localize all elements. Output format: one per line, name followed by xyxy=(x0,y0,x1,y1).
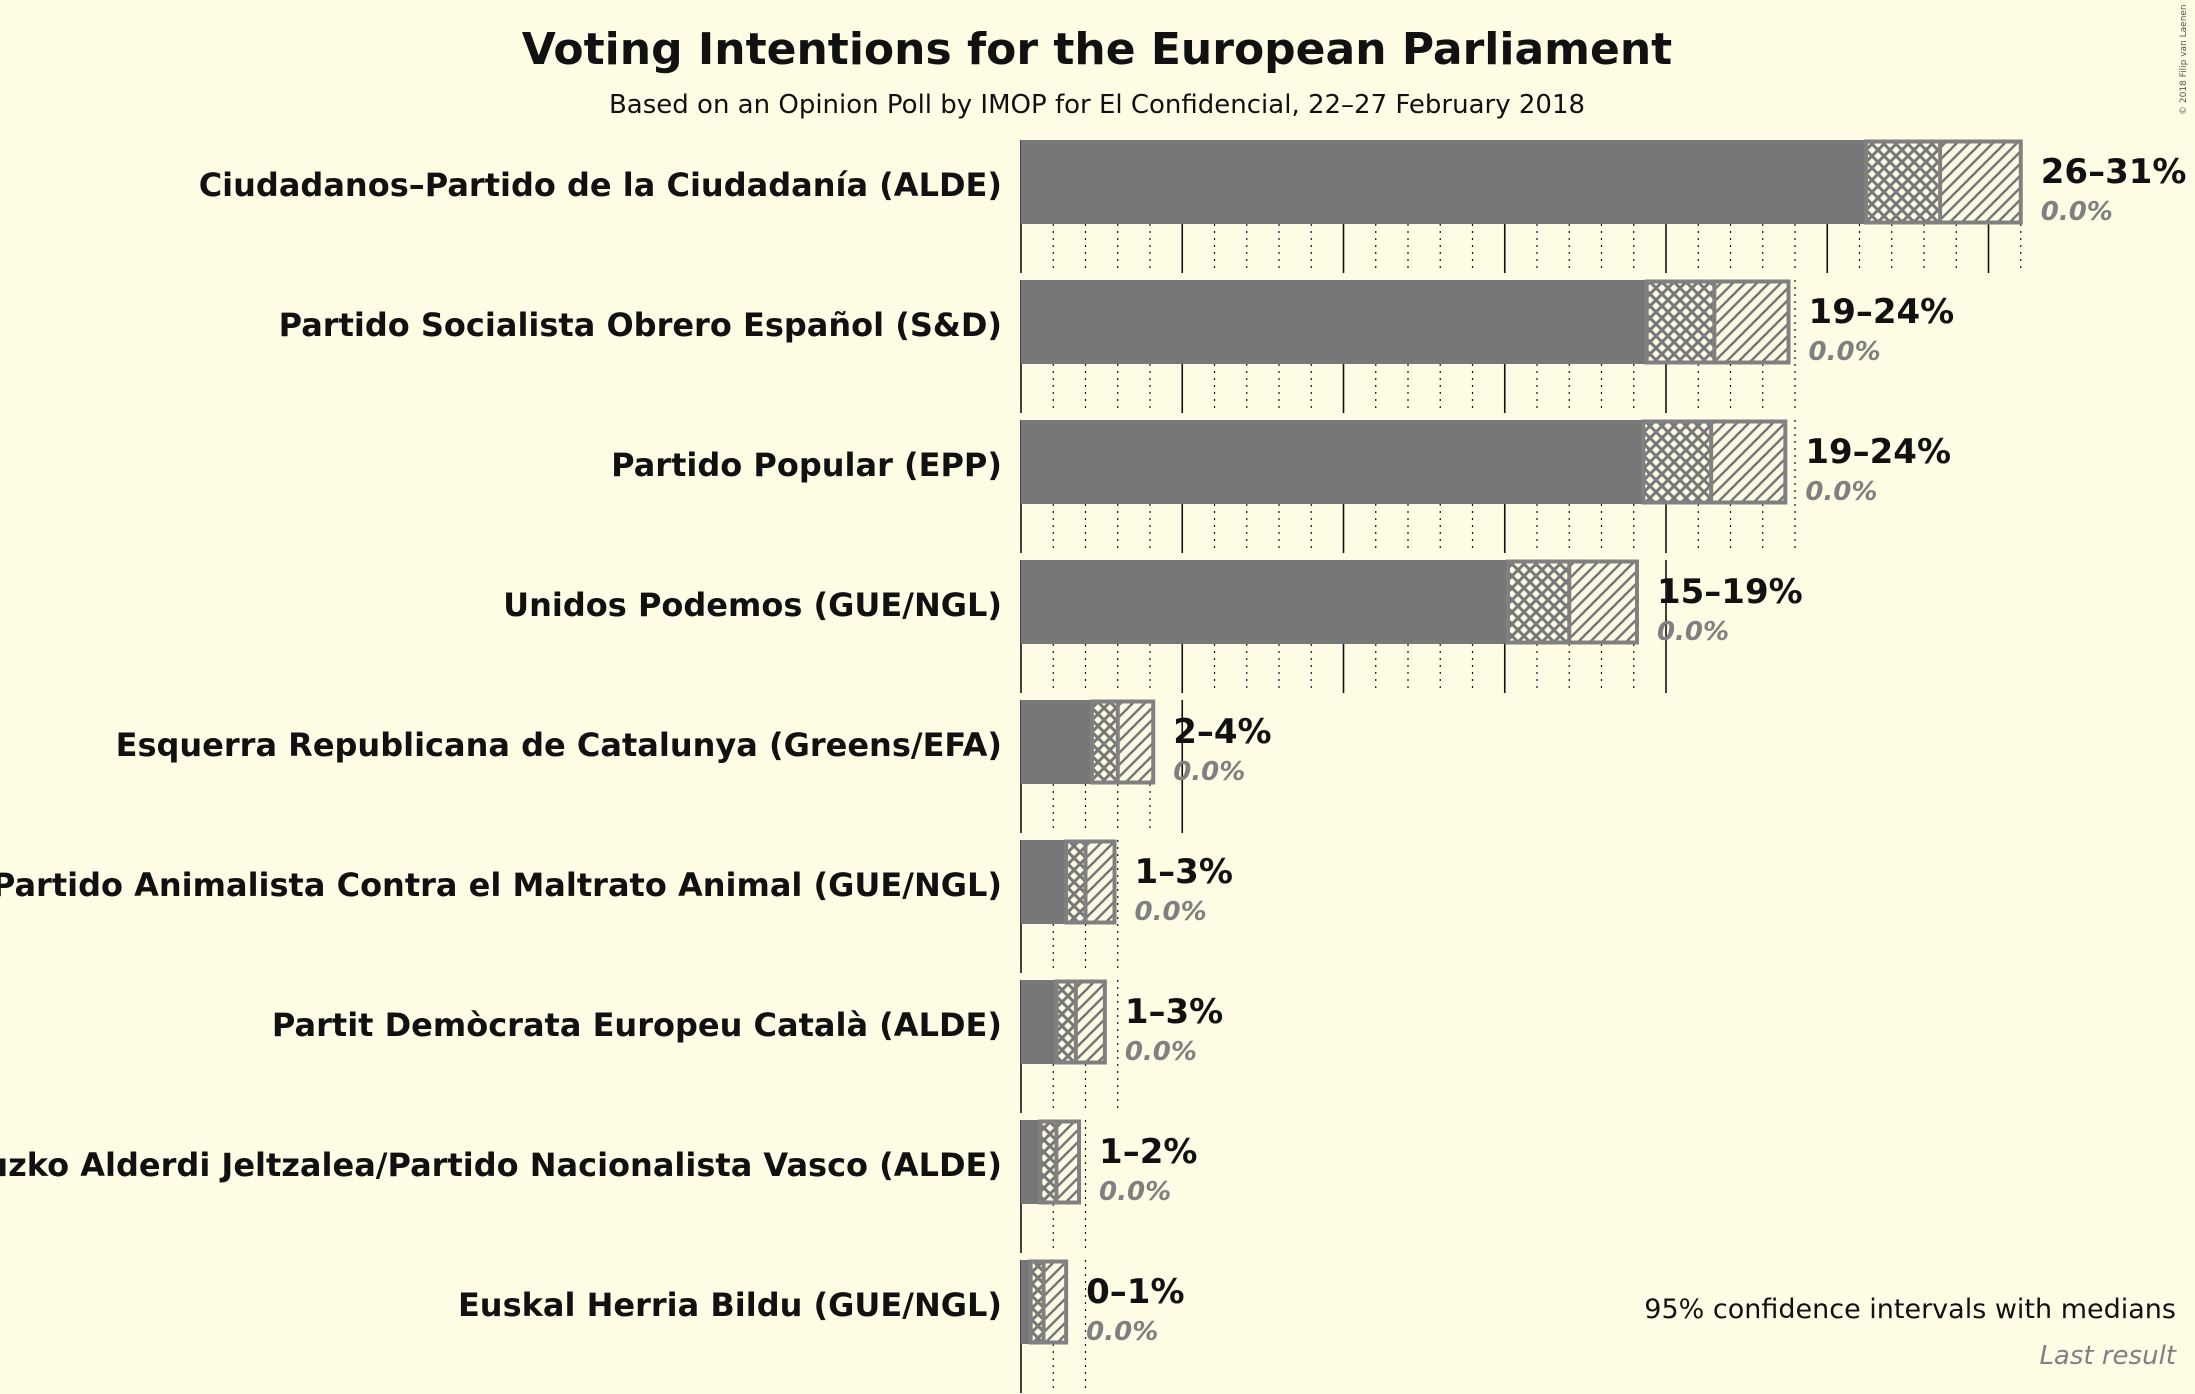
bar-upper-ci xyxy=(1117,700,1154,784)
bar-lower-ci xyxy=(1646,280,1715,364)
bar-lower-ci xyxy=(1507,560,1570,644)
party-label: Partido Animalista Contra el Maltrato An… xyxy=(0,866,1002,904)
chart-subtitle: Based on an Opinion Poll by IMOP for El … xyxy=(609,90,1585,120)
range-label: 19–24% xyxy=(1805,432,1951,472)
bar-ci-outline xyxy=(1089,699,1156,785)
last-result-label: 0.0% xyxy=(1135,897,1207,927)
bar-upper-ci xyxy=(1085,840,1115,924)
bar-upper-ci xyxy=(1714,280,1789,364)
bar-upper-ci xyxy=(1569,560,1637,644)
bar-ci-outline xyxy=(1863,139,2023,225)
range-label: 26–31% xyxy=(2041,152,2187,192)
bar-ci-outline xyxy=(1054,979,1107,1065)
last-result-label: 0.0% xyxy=(1809,337,1881,367)
last-result-label: 0.0% xyxy=(2041,197,2113,227)
bar-ci-outline xyxy=(1505,559,1639,645)
bar-lower-ci xyxy=(1040,1120,1057,1204)
bar-ci-outline xyxy=(1038,1119,1082,1205)
bar-lower-ci xyxy=(1865,140,1941,224)
party-label: Ciudadanos–Partido de la Ciudadanía (ALD… xyxy=(199,166,1002,204)
bar-ci-outline xyxy=(1028,1259,1069,1345)
bar-ci-outline xyxy=(1644,279,1791,365)
legend-ci-note: 95% confidence intervals with medians xyxy=(1644,1294,2176,1325)
bar-upper-ci xyxy=(1043,1260,1067,1344)
party-label: Esquerra Republicana de Catalunya (Green… xyxy=(116,726,1002,764)
last-result-label: 0.0% xyxy=(1805,477,1877,507)
party-label: Unidos Podemos (GUE/NGL) xyxy=(503,586,1002,624)
bar-solid xyxy=(1021,700,1092,784)
bar-ci-outline xyxy=(1064,839,1117,925)
last-result-label: 0.0% xyxy=(1086,1317,1158,1347)
party-label: Partit Demòcrata Europeu Català (ALDE) xyxy=(272,1006,1002,1044)
bar-lower-ci xyxy=(1091,700,1118,784)
bar-upper-ci xyxy=(1056,1120,1080,1204)
bar-solid xyxy=(1021,1120,1041,1204)
bar-solid xyxy=(1021,280,1647,364)
range-label: 1–3% xyxy=(1125,992,1223,1032)
legend-last-result: Last result xyxy=(2039,1341,2176,1371)
bar-solid xyxy=(1021,420,1644,504)
party-label: Euzko Alderdi Jeltzalea/Partido Nacional… xyxy=(0,1146,1002,1184)
bar-lower-ci xyxy=(1066,840,1086,924)
bar-upper-ci xyxy=(1940,140,2021,224)
range-label: 0–1% xyxy=(1086,1272,1184,1312)
last-result-label: 0.0% xyxy=(1099,1177,1171,1207)
party-label: Partido Popular (EPP) xyxy=(611,446,1002,484)
bar-lower-ci xyxy=(1030,1260,1044,1344)
bar-solid xyxy=(1021,840,1067,924)
bar-solid xyxy=(1021,140,1866,224)
range-label: 15–19% xyxy=(1657,572,1803,612)
last-result-label: 0.0% xyxy=(1173,757,1245,787)
range-label: 1–2% xyxy=(1099,1132,1197,1172)
bar-solid xyxy=(1021,560,1508,644)
bar-lower-ci xyxy=(1056,980,1076,1064)
last-result-label: 0.0% xyxy=(1125,1037,1197,1067)
range-label: 19–24% xyxy=(1809,292,1955,332)
bar-lower-ci xyxy=(1643,420,1712,504)
bars: Ciudadanos–Partido de la Ciudadanía (ALD… xyxy=(0,139,2187,1347)
bar-upper-ci xyxy=(1711,420,1786,504)
range-label: 2–4% xyxy=(1173,712,1271,752)
copyright: © 2018 Filip van Laenen xyxy=(2179,4,2189,115)
party-label: Euskal Herria Bildu (GUE/NGL) xyxy=(458,1286,1002,1324)
chart-title: Voting Intentions for the European Parli… xyxy=(522,24,1672,75)
party-label: Partido Socialista Obrero Español (S&D) xyxy=(279,306,1002,344)
last-result-label: 0.0% xyxy=(1657,617,1729,647)
bar-solid xyxy=(1021,980,1057,1064)
range-label: 1–3% xyxy=(1135,852,1233,892)
bar-solid xyxy=(1021,1260,1031,1344)
bar-ci-outline xyxy=(1641,419,1788,505)
bar-upper-ci xyxy=(1075,980,1105,1064)
